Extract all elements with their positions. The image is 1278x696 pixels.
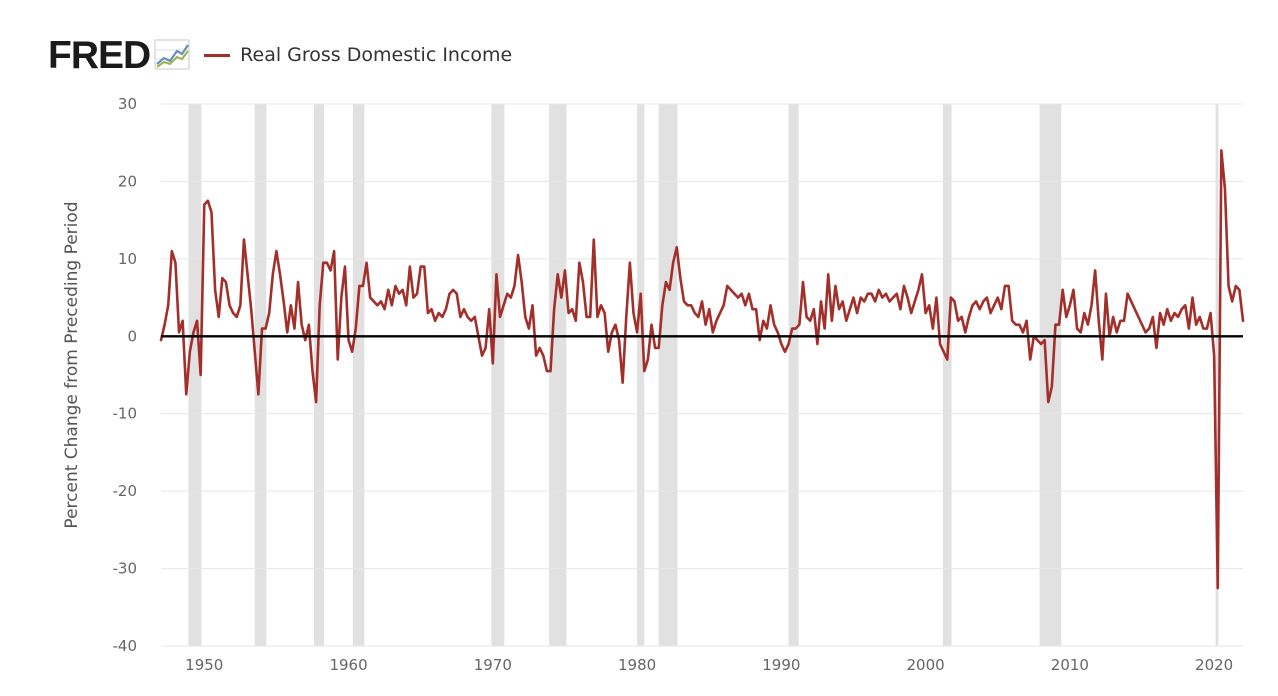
x-tick-label: 1950 [185, 656, 223, 674]
legend-swatch [204, 53, 231, 57]
x-tick-label: 2020 [1195, 656, 1233, 674]
recession-band [313, 104, 325, 646]
recession-band [658, 104, 678, 646]
recession-band [1039, 104, 1062, 646]
x-tick-label: 2010 [1051, 656, 1089, 674]
chart-legend[interactable]: Real Gross Domestic Income [204, 44, 512, 66]
y-tick-label: 30 [118, 95, 137, 113]
y-tick-label: -20 [113, 482, 138, 500]
recession-band [788, 104, 799, 646]
x-tick-label: 1960 [329, 656, 367, 674]
x-tick-label: 1970 [474, 656, 512, 674]
fred-chart-icon [154, 39, 190, 70]
y-tick-label: 20 [118, 172, 137, 190]
y-tick-label: -40 [113, 637, 138, 655]
recession-band [491, 104, 505, 646]
x-tick-label: 1990 [762, 656, 800, 674]
recession-band [352, 104, 365, 646]
recession-band [549, 104, 567, 646]
recession-band [637, 104, 645, 646]
recession-band [942, 104, 952, 646]
y-tick-label: 0 [127, 327, 137, 345]
legend-label: Real Gross Domestic Income [240, 44, 513, 66]
x-tick-labels: 1950 1960 1970 1980 1990 2000 2010 2020 [185, 656, 1233, 674]
series-lines [159, 149, 1245, 590]
chart-header: FRED Real Gross Domestic Income [48, 34, 512, 76]
y-axis-title: Percent Change from Preceding Period [62, 201, 82, 528]
y-tick-label: -10 [113, 405, 138, 423]
x-tick-label: 2000 [907, 656, 945, 674]
recession-band [188, 104, 202, 646]
y-tick-label: 10 [118, 250, 137, 268]
series-line-real-gdi[interactable] [159, 149, 1245, 590]
x-tick-label: 1980 [618, 656, 656, 674]
fred-logo[interactable]: FRED [48, 33, 151, 77]
y-tick-label: -30 [113, 560, 138, 578]
y-tick-labels: -40 -30 -20 -10 0 10 20 30 [113, 95, 138, 655]
recession-bands [188, 104, 1219, 646]
recession-band [1215, 104, 1219, 646]
